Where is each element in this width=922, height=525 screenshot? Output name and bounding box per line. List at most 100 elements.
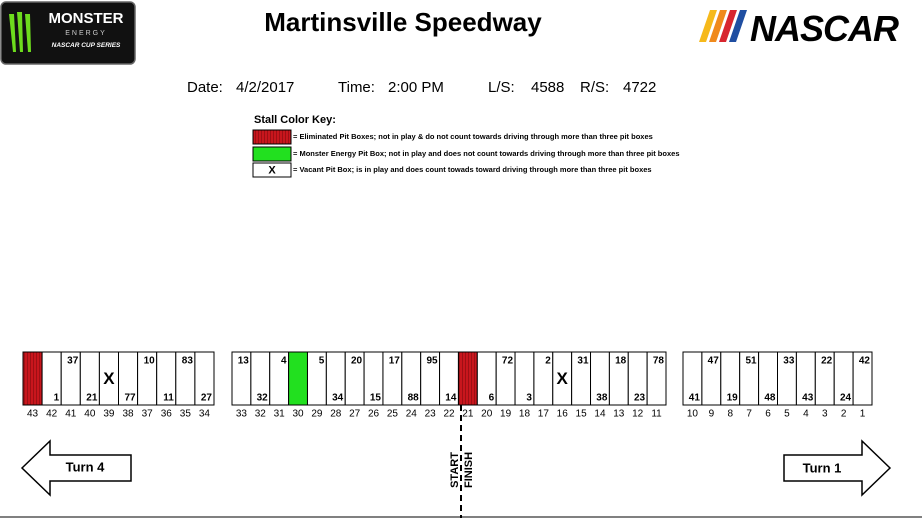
car-number: 10 — [144, 356, 156, 367]
stall-number: 18 — [519, 409, 531, 420]
finish-label: FINISH — [463, 452, 475, 488]
car-number: 72 — [502, 356, 514, 367]
stall-number: 29 — [311, 409, 323, 420]
car-number: 88 — [408, 393, 420, 404]
car-number: 19 — [727, 393, 739, 404]
stall-number: 20 — [481, 409, 493, 420]
stall-number: 17 — [538, 409, 550, 420]
stall-number: 13 — [613, 409, 625, 420]
car-number: 51 — [745, 356, 757, 367]
title: Martinsville Speedway — [264, 7, 542, 37]
car-number: 23 — [634, 393, 646, 404]
car-number: 42 — [859, 356, 871, 367]
stall-number: 39 — [103, 409, 115, 420]
stall-number: 28 — [330, 409, 342, 420]
car-number: 18 — [615, 356, 627, 367]
car-number: 38 — [596, 393, 608, 404]
date: 4/2/2017 — [236, 79, 294, 96]
arrow-right — [783, 439, 892, 497]
stall-number: 4 — [803, 409, 809, 420]
stall-number: 15 — [576, 409, 588, 420]
stall-number: 35 — [180, 409, 192, 420]
logo-stripe — [699, 10, 717, 42]
car-number: 11 — [163, 393, 174, 404]
stall-number: 32 — [255, 409, 267, 420]
start-label: START — [449, 452, 461, 488]
logo-wordmark: NASCAR — [750, 8, 899, 49]
pit-stall — [457, 351, 478, 406]
claw-mark — [9, 12, 31, 52]
key-swatch — [252, 162, 292, 178]
car-number: 77 — [124, 393, 136, 404]
key-swatch — [252, 146, 292, 162]
stall-number: 21 — [462, 409, 474, 420]
key-text: = Monster Energy Pit Box; not in play an… — [293, 149, 680, 158]
car-number: 37 — [67, 356, 79, 367]
stall-number: 27 — [349, 409, 361, 420]
car-number: 21 — [86, 393, 98, 404]
stall-number: 22 — [443, 409, 455, 420]
stall-number: 34 — [199, 409, 211, 420]
stall-number: 36 — [161, 409, 173, 420]
stall-number: 16 — [557, 409, 569, 420]
stall-number: 19 — [500, 409, 512, 420]
stall-number: 37 — [142, 409, 154, 420]
rs: 4722 — [623, 79, 656, 96]
pit-stall — [194, 351, 215, 406]
car-number: 27 — [201, 393, 213, 404]
stall-number: 31 — [274, 409, 286, 420]
stall-number: 5 — [784, 409, 790, 420]
vacant-mark: X — [557, 369, 569, 388]
turn-right-label: Turn 1 — [803, 460, 842, 475]
key-text: = Eliminated Pit Boxes; not in play & do… — [293, 132, 653, 141]
pit-stall — [22, 351, 43, 406]
pit-road: 43 4214137402139X387737103611358334273313… — [22, 351, 873, 420]
stall-number: 14 — [594, 409, 606, 420]
stall-number: 24 — [406, 409, 418, 420]
pit-stall — [646, 351, 667, 406]
car-number: 78 — [653, 356, 665, 367]
pit-stall — [288, 351, 308, 406]
car-number: 20 — [351, 356, 363, 367]
car-number: 22 — [821, 356, 833, 367]
car-number: 24 — [840, 393, 852, 404]
car-number: 47 — [708, 356, 720, 367]
car-number: 6 — [489, 393, 495, 404]
car-number: 5 — [319, 356, 325, 367]
stall-number: 7 — [746, 409, 752, 420]
car-number: 17 — [389, 356, 401, 367]
car-number: 13 — [238, 356, 250, 367]
stall-number: 12 — [632, 409, 644, 420]
key-swatch — [252, 129, 292, 145]
stall-number: 8 — [727, 409, 733, 420]
ls: 4588 — [531, 79, 564, 96]
stall-number: 42 — [46, 409, 58, 420]
time-label: Time: — [338, 79, 375, 96]
car-number: 32 — [257, 393, 269, 404]
car-number: 41 — [689, 393, 701, 404]
turn-left-label: Turn 4 — [66, 459, 106, 474]
car-number: 48 — [764, 393, 776, 404]
logo-brand: MONSTER — [49, 10, 124, 27]
date-label: Date: — [187, 79, 223, 96]
car-number: 95 — [426, 356, 438, 367]
key-text: = Vacant Pit Box; is in play and does co… — [293, 165, 652, 174]
stall-number: 3 — [822, 409, 828, 420]
car-number: 34 — [332, 393, 344, 404]
stall-number: 23 — [425, 409, 437, 420]
car-number: 43 — [802, 393, 814, 404]
stall-number: 30 — [292, 409, 304, 420]
car-number: 4 — [281, 356, 287, 367]
car-number: 14 — [445, 393, 457, 404]
stall-number: 41 — [65, 409, 77, 420]
nascar-logo: NASCAR — [699, 8, 900, 49]
logo-stripe — [709, 10, 727, 42]
logo-sub: ENERGY — [65, 30, 107, 37]
stall-number: 10 — [687, 409, 699, 420]
stall-number: 11 — [651, 409, 662, 420]
ls-label: L/S: — [488, 79, 515, 96]
pit-stall — [852, 351, 873, 406]
arrow-left — [20, 439, 132, 497]
key-mark: X — [268, 164, 276, 176]
